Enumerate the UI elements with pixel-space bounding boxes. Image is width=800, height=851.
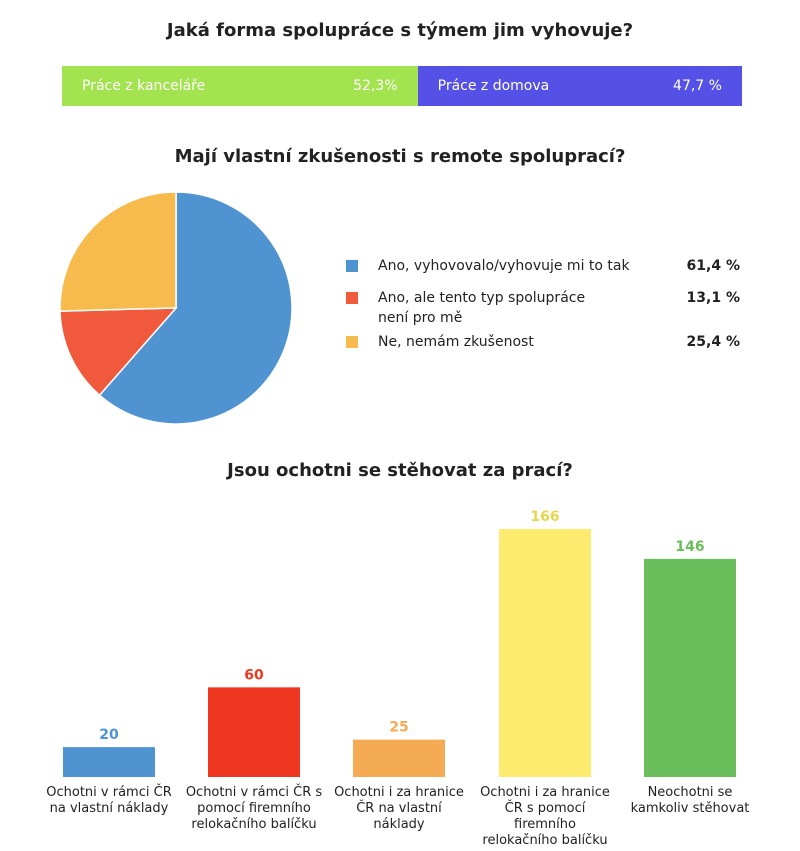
bar-value-label-5: 146 xyxy=(675,539,704,555)
chart-title-relocation: Jsou ochotni se stěhovat za prací? xyxy=(227,460,573,481)
legend-item-yes-fits: Ano, vyhovovalo/vyhovuje mi to tak 61,4 … xyxy=(346,256,746,280)
bar-value-label-1: 20 xyxy=(99,727,119,743)
legend-label: Ano, ale tento typ spolupráce není pro m… xyxy=(378,290,586,326)
legend-item-no-experience: Ne, nemám zkušenost 25,4 % xyxy=(346,332,746,356)
pie-slice-yes-fits xyxy=(98,191,293,425)
legend-label: Ne, nemám zkušenost xyxy=(378,334,534,350)
legend-item-yes-not-for-me: Ano, ale tento typ spolupráce není pro m… xyxy=(346,288,746,336)
legend-swatch xyxy=(346,336,358,348)
pie-slice-no-experience xyxy=(59,191,177,312)
category-label-1: Ochotni v rámci ČR na vlastní náklady xyxy=(46,785,172,816)
legend-label: Ano, vyhovovalo/vyhovuje mi to tak xyxy=(378,258,630,274)
relocation-bar-chart: 20 60 25 166 146 xyxy=(63,509,736,777)
pie-legend: Ano, vyhovovalo/vyhovuje mi to tak 61,4 … xyxy=(346,256,746,352)
pie-slice-yes-not-for-me xyxy=(59,307,178,397)
bar-1 xyxy=(63,747,155,777)
legend-value: 25,4 % xyxy=(686,334,740,350)
category-label-3: Ochotni i za hranice ČR na vlastní nákla… xyxy=(334,785,464,832)
bar-3 xyxy=(353,739,445,777)
segment-value-office: 52,3% xyxy=(353,78,398,94)
bar-4 xyxy=(499,529,591,777)
segment-value-home: 47,7 % xyxy=(673,78,722,94)
bar-segment-home: Práce z domova 47,7 % xyxy=(417,66,742,106)
legend-swatch xyxy=(346,260,358,272)
chart-title-work-form: Jaká forma spolupráce s týmem jim vyhovu… xyxy=(166,20,634,41)
chart-title-remote-experience: Mají vlastní zkušenosti s remote spolupr… xyxy=(174,146,626,167)
bar-value-label-2: 60 xyxy=(244,667,264,683)
bar-2 xyxy=(208,687,300,777)
remote-experience-pie xyxy=(59,191,293,425)
bar-value-label-3: 25 xyxy=(389,720,408,736)
bar-5 xyxy=(644,558,736,777)
legend-value: 61,4 % xyxy=(686,258,740,274)
segment-label-office: Práce z kanceláře xyxy=(82,78,206,94)
legend-swatch xyxy=(346,292,358,304)
legend-value: 13,1 % xyxy=(686,290,740,306)
category-label-5: Neochotni se kamkoliv stěhovat xyxy=(630,785,750,816)
segment-label-home: Práce z domova xyxy=(437,78,550,94)
bar-value-label-4: 166 xyxy=(530,509,559,525)
category-label-4: Ochotni i za hranice ČR s pomocí firemní… xyxy=(480,785,610,848)
bar-segment-office: Práce z kanceláře 52,3% xyxy=(62,66,418,106)
category-label-2: Ochotni v rámci ČR s pomocí firemního re… xyxy=(185,785,323,832)
work-form-stacked-bar: Práce z kanceláře 52,3% Práce z domova 4… xyxy=(62,66,742,106)
